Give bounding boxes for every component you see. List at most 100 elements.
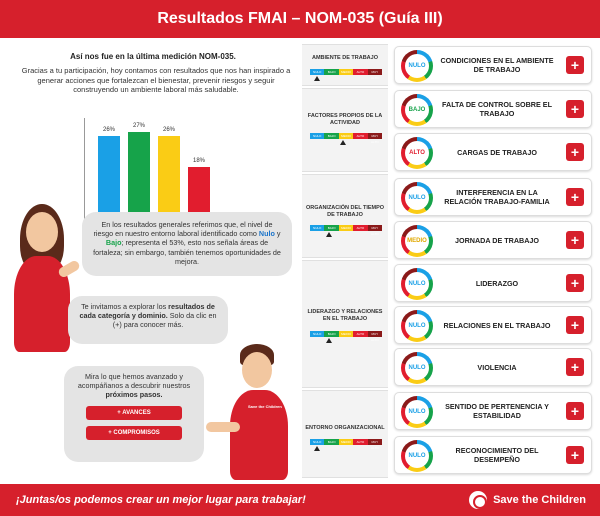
domain-card: NULO Interferencia en la relación trabaj… (394, 178, 592, 216)
expand-domain-button[interactable]: + (566, 188, 584, 206)
risk-donut-icon: NULO (401, 352, 433, 384)
woman-illustration (10, 204, 82, 354)
category-tiempo: Organización del tiempo de trabajo NULO B… (302, 174, 388, 258)
compromisos-button[interactable]: + COMPROMISOS (86, 425, 182, 440)
scale-nulo: NULO (310, 69, 325, 75)
scale-bajo: BAJO (324, 331, 339, 337)
domain-name: Cargas de trabajo (457, 147, 537, 157)
domain-card: NULO Reconocimiento del desempeño + (394, 436, 592, 474)
chart-data-label: 26% (162, 126, 175, 133)
man-arm (206, 422, 240, 432)
chart-bar-bajo (128, 131, 150, 238)
category-title: Liderazgo y relaciones en el trabajo (307, 309, 383, 322)
chart-y-axis (84, 118, 85, 238)
risk-level: NULO (405, 444, 429, 468)
page-title: Resultados FMAI – NOM-035 (Guía III) (157, 10, 443, 27)
risk-donut-icon: NULO (401, 268, 433, 300)
next-steps-bubble: Mira lo que hemos avanzado y acompáñanos… (64, 366, 204, 462)
category-title: Ambiente de trabajo (311, 55, 378, 61)
scale-alto: ALTO (353, 69, 368, 75)
woman-face (26, 212, 58, 252)
domain-name: Violencia (477, 362, 517, 372)
risk-level: MEDIO (405, 229, 429, 253)
domain-name: Reconocimiento del desempeño (455, 446, 539, 464)
footer-slogan: ¡Juntas/os podemos crear un mejor lugar … (16, 494, 306, 506)
category-liderazgo: Liderazgo y relaciones en el trabajo NUL… (302, 260, 388, 388)
scale-muy-alto: MUY ALTO (367, 133, 383, 144)
expand-domain-button[interactable]: + (566, 56, 584, 74)
domain-name: Sentido de pertenencia y estabilidad (445, 402, 549, 420)
page-header: Resultados FMAI – NOM-035 (Guía III) (0, 0, 600, 38)
results-summary-panel: Así nos fue en la última medición NOM-03… (10, 44, 296, 480)
domain-card: BAJO Falta de control sobre el trabajo + (394, 90, 592, 128)
category-entorno: Entorno organizacional NULO BAJO MEDIO ALTO… (302, 390, 388, 478)
risk-donut-icon: NULO (401, 440, 433, 472)
domain-name: Jornada de trabajo (455, 235, 539, 245)
scale-medio: MEDIO (338, 439, 354, 445)
shirt-logo-text: Save the Children (248, 404, 282, 409)
chart-data-label: 27% (132, 122, 145, 129)
risk-donut-icon: NULO (401, 310, 433, 342)
scale-alto: ALTO (353, 133, 368, 139)
scale-bajo: BAJO (324, 225, 339, 231)
domains-panel: Ambiente de trabajo NULO BAJO MEDIO ALTO MUY… (300, 44, 596, 480)
risk-scale: NULO BAJO MEDIO ALTO MUY ALTO (310, 133, 383, 144)
page-footer: ¡Juntas/os podemos crear un mejor lugar … (0, 484, 600, 516)
intro-title: Así nos fue en la última medición NOM-03… (70, 52, 236, 61)
expand-domain-button[interactable]: + (566, 446, 584, 464)
scale-muy-alto: MUY ALTO (367, 331, 383, 342)
scale-nulo: NULO (310, 439, 325, 445)
risk-scale: NULO BAJO MEDIO ALTO MUY ALTO (310, 69, 383, 80)
intro-text: Gracias a tu participación, hoy contamos… (21, 66, 291, 95)
summary-text-and: y (274, 229, 281, 239)
scale-alto: ALTO (353, 439, 368, 445)
expand-domain-button[interactable]: + (566, 316, 584, 334)
domain-name: Interferencia en la relación trabajo-fam… (444, 188, 550, 206)
risk-level: NULO (405, 272, 429, 296)
risk-donut-icon: MEDIO (401, 225, 433, 257)
summary-text-a: En los resultados generales referimos qu… (93, 220, 273, 239)
domain-card: MEDIO Jornada de trabajo + (394, 221, 592, 259)
domain-card: ALTO Cargas de trabajo + (394, 133, 592, 171)
summary-highlight-nulo: Nulo (258, 229, 275, 239)
scale-medio: MEDIO (338, 133, 354, 139)
risk-scale: NULO BAJO MEDIO ALTO MUY ALTO (310, 225, 383, 236)
expand-domain-button[interactable]: + (566, 143, 584, 161)
scale-alto: ALTO (353, 331, 368, 337)
scale-medio: MEDIO (338, 225, 354, 231)
chart-data-label: 18% (192, 158, 205, 165)
domain-card: NULO Liderazgo + (394, 264, 592, 302)
avances-button[interactable]: + AVANCES (86, 405, 182, 420)
expand-domain-button[interactable]: + (566, 358, 584, 376)
risk-donut-icon: NULO (401, 50, 433, 82)
category-title: Factores propios de la actividad (307, 113, 383, 126)
category-ambiente: Ambiente de trabajo NULO BAJO MEDIO ALTO MUY… (302, 44, 388, 86)
domain-card: NULO Relaciones en el trabajo + (394, 306, 592, 344)
footer-brand: Save the Children (469, 491, 586, 509)
domain-card: NULO Violencia + (394, 348, 592, 386)
scale-muy-alto: MUY ALTO (367, 439, 383, 450)
expand-domain-button[interactable]: + (566, 100, 584, 118)
footer-brand-text: Save the Children (493, 494, 586, 506)
scale-alto: ALTO (353, 225, 368, 231)
summary-text-b: ; representa el 53%, esto nos señala áre… (93, 238, 281, 266)
save-the-children-logo-icon (469, 491, 488, 509)
risk-level: NULO (405, 356, 429, 380)
summary-bubble: En los resultados generales referimos qu… (82, 212, 292, 276)
next-steps-text: Mira lo que hemos avanzado y acompáñanos… (77, 372, 191, 391)
risk-level: ALTO (405, 141, 429, 165)
risk-marker (326, 338, 332, 343)
domain-name: Falta de control sobre el trabajo (442, 100, 552, 118)
domain-name: Relaciones en el trabajo (443, 320, 551, 330)
scale-medio: MEDIO (338, 69, 354, 75)
explore-bubble: Te invitamos a explorar los resultados d… (68, 296, 228, 344)
category-title: Organización del tiempo de trabajo (305, 205, 385, 218)
risk-donut-icon: NULO (401, 396, 433, 428)
scale-medio: MEDIO (338, 331, 354, 337)
expand-domain-button[interactable]: + (566, 274, 584, 292)
scale-nulo: NULO (310, 331, 325, 337)
risk-donut-icon: NULO (401, 182, 433, 214)
explore-text-c: Solo da clic en (+) para conocer más. (112, 311, 217, 330)
expand-domain-button[interactable]: + (566, 231, 584, 249)
expand-domain-button[interactable]: + (566, 402, 584, 420)
